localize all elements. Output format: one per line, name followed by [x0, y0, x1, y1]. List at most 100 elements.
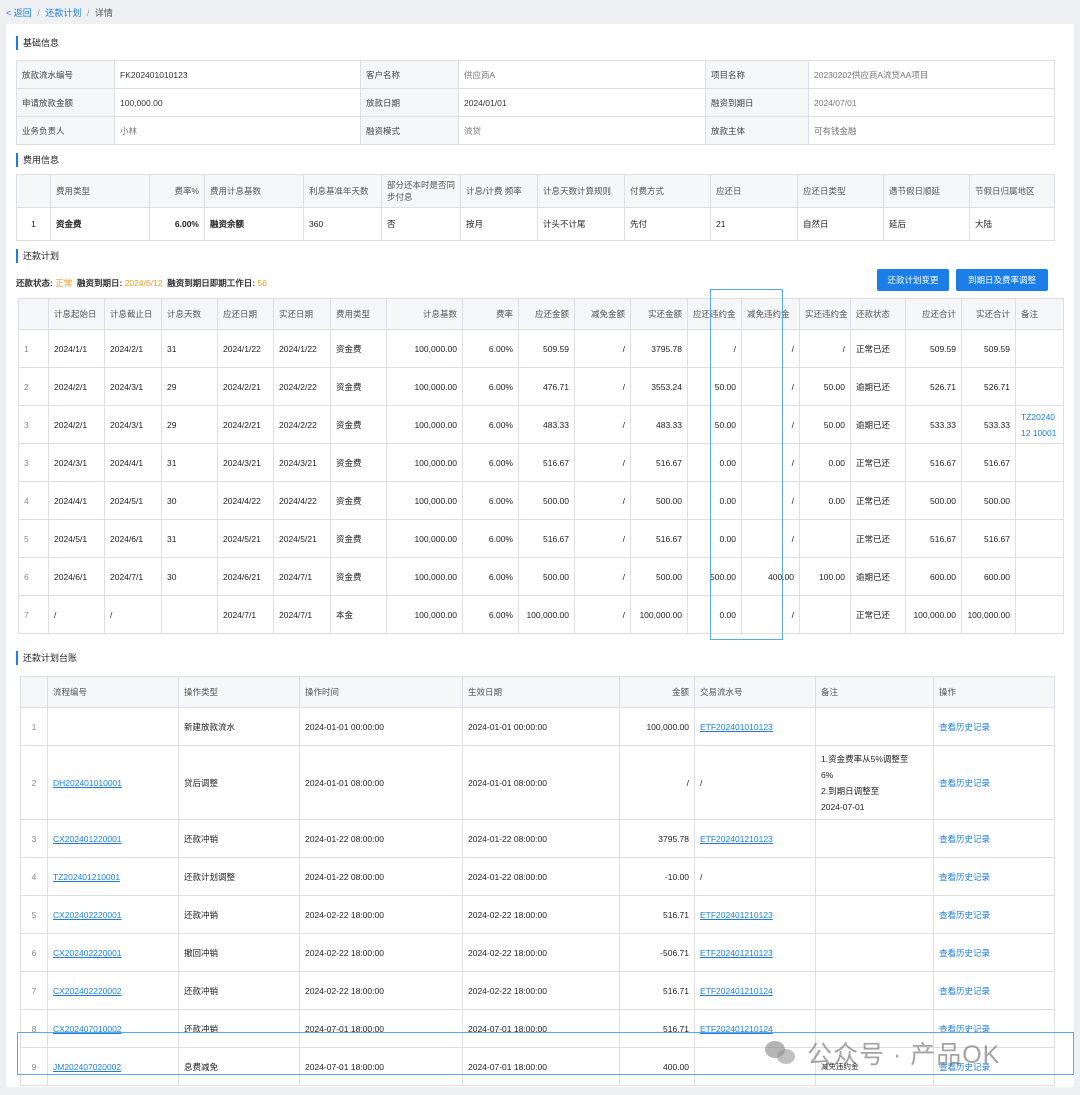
action-cell: 查看历史记录 [933, 895, 1055, 934]
plan-cell: 509.59 [905, 329, 962, 368]
view-history-link[interactable]: 查看历史记录 [939, 721, 991, 732]
row-index: 8 [20, 1009, 48, 1048]
view-history-link[interactable]: 查看历史记录 [939, 985, 991, 996]
plan-cell [1015, 367, 1064, 406]
note-line: 2024-07-01 [821, 801, 865, 812]
plan-cell: 2024/1/22 [217, 329, 274, 368]
note-cell: 1.资金费率从5%调整至 6% 2.到期日调整至 2024-07-01 [815, 745, 934, 820]
breadcrumb-separator: / [86, 8, 90, 18]
plan-cell: 600.00 [905, 557, 962, 596]
operation-type: 息费减免 [178, 1047, 300, 1086]
plan-cell: 2024/3/1 [104, 367, 162, 406]
view-history-link[interactable]: 查看历史记录 [939, 947, 991, 958]
plan-cell: 2024/5/21 [273, 519, 331, 558]
flow-number-link[interactable]: CX202402220002 [53, 985, 122, 996]
flow-number-link[interactable]: CX202402220001 [53, 947, 122, 958]
transaction-cell: ETF202401210123 [694, 895, 816, 934]
due-rate-adjust-button[interactable]: 到期日及费率调整 [956, 269, 1048, 291]
plan-change-button[interactable]: 还款计划变更 [877, 269, 949, 291]
plan-cell: 516.67 [630, 443, 688, 482]
operation-time: 2024-02-22 18:00:00 [299, 971, 463, 1010]
plan-cell: 2024/1/22 [273, 329, 331, 368]
flow-number-link[interactable]: DH202401010001 [53, 777, 123, 788]
breadcrumb-parent-link[interactable]: 还款计划 [45, 8, 82, 18]
amount: -506.71 [619, 933, 695, 972]
due-label: 融资到期日: [76, 278, 123, 288]
operation-type: 还款冲销 [178, 1009, 300, 1048]
plan-cell: 资金费 [330, 443, 387, 482]
transaction-link[interactable]: ETF202401210124 [700, 985, 773, 996]
operation-time: 2024-02-22 18:00:00 [299, 933, 463, 972]
plan-cell: 29 [161, 405, 218, 444]
operation-time: 2024-02-22 18:00:00 [299, 895, 463, 934]
amount: 100,000.00 [619, 707, 695, 746]
flow-number-link[interactable]: TZ202401210001 [53, 871, 121, 882]
transaction-link[interactable]: ETF202401010123 [700, 721, 773, 732]
flow-number-link[interactable]: JM202407020002 [53, 1061, 122, 1072]
flow-number-link[interactable]: CX202402220001 [53, 909, 122, 920]
plan-cell: 500.00 [961, 481, 1016, 520]
note-cell [815, 971, 934, 1010]
field-label: 放款日期 [360, 88, 459, 117]
repayment-plan-table: 计息起始日 计息截止日 计息天数 应还日期 实还日期 费用类型 计息基数 费率 应还金额 减免金额… [18, 298, 1064, 634]
plan-cell: 正常已还 [850, 443, 906, 482]
flow-number-cell: CX202402220002 [47, 971, 179, 1010]
plan-cell: 100,000.00 [386, 519, 463, 558]
transaction-link[interactable]: ETF202401210123 [700, 909, 773, 920]
transaction-link[interactable]: ETF202401210123 [700, 833, 773, 844]
fee-header: 部分还本时是否同步付息 [381, 174, 461, 208]
plan-header: 实还违约金 [799, 298, 851, 330]
plan-cell: 正常已还 [850, 595, 906, 634]
plan-cell: 2024/7/1 [273, 557, 331, 596]
view-history-link[interactable]: 查看历史记录 [939, 777, 991, 788]
remark-link[interactable]: TZ2024012 10001 [1021, 411, 1057, 438]
fee-info-table: 费用类型 费率% 费用计息基数 利息基准年天数 部分还本时是否同步付息 计息/计费 频率计… [16, 174, 1055, 241]
section-title-fee: 费用信息 [16, 153, 59, 167]
transaction-cell: ETF202401210123 [694, 933, 816, 972]
view-history-link[interactable]: 查看历史记录 [939, 871, 991, 882]
ledger-row: 3 CX202401220001 还款冲销 2024-01-22 08:00:00 20… [20, 819, 1055, 858]
view-history-link[interactable]: 查看历史记录 [939, 833, 991, 844]
plan-cell: 483.33 [630, 405, 688, 444]
plan-cell: 516.67 [905, 443, 962, 482]
plan-cell: 516.67 [961, 519, 1016, 558]
plan-cell: 50.00 [799, 367, 851, 406]
view-history-link[interactable]: 查看历史记录 [939, 909, 991, 920]
plan-cell: 逾期已还 [850, 405, 906, 444]
plan-cell: 476.71 [518, 367, 575, 406]
plan-cell: 2024/3/1 [104, 405, 162, 444]
plan-cell: 2024/6/1 [48, 557, 105, 596]
ledger-header: 生效日期 [462, 676, 620, 708]
plan-header: 备注 [1015, 298, 1064, 330]
plan-cell: 6.00% [462, 405, 519, 444]
view-history-link[interactable]: 查看历史记录 [939, 1023, 991, 1034]
plan-cell: 31 [161, 519, 218, 558]
operation-type: 还款冲销 [178, 895, 300, 934]
action-cell: 查看历史记录 [933, 857, 1055, 896]
plan-cell: 2024/7/1 [273, 595, 331, 634]
plan-cell: 6.00% [462, 329, 519, 368]
flow-number-link[interactable]: CX202407010002 [53, 1023, 122, 1034]
plan-cell: / [741, 405, 800, 444]
operation-type: 还款冲销 [178, 819, 300, 858]
plan-cell: 2024/5/1 [104, 481, 162, 520]
flow-number-cell: TZ202401210001 [47, 857, 179, 896]
plan-cell [799, 595, 851, 634]
flow-number-link[interactable]: CX202401220001 [53, 833, 122, 844]
plan-cell: 2024/7/1 [217, 595, 274, 634]
plan-cell: 6.00% [462, 557, 519, 596]
ledger-row: 6 CX202402220001 撤回冲销 2024-02-22 18:00:00 20… [20, 933, 1055, 972]
back-link[interactable]: < 返回 [6, 8, 32, 18]
transaction-link[interactable]: ETF202401210124 [700, 1023, 773, 1034]
transaction-link[interactable]: ETF202401210123 [700, 947, 773, 958]
ledger-row: 7 CX202402220002 还款冲销 2024-02-22 18:00:00 20… [20, 971, 1055, 1010]
transaction-cell: ETF202401210124 [694, 971, 816, 1010]
plan-cell: 3795.78 [630, 329, 688, 368]
operation-type: 新建放款流水 [178, 707, 300, 746]
plan-cell [1015, 329, 1064, 368]
plan-cell: 2024/4/22 [217, 481, 274, 520]
action-cell: 查看历史记录 [933, 707, 1055, 746]
plan-cell: 100,000.00 [386, 405, 463, 444]
fee-cell: 否 [381, 207, 461, 241]
view-history-link[interactable]: 查看历史记录 [939, 1061, 991, 1072]
